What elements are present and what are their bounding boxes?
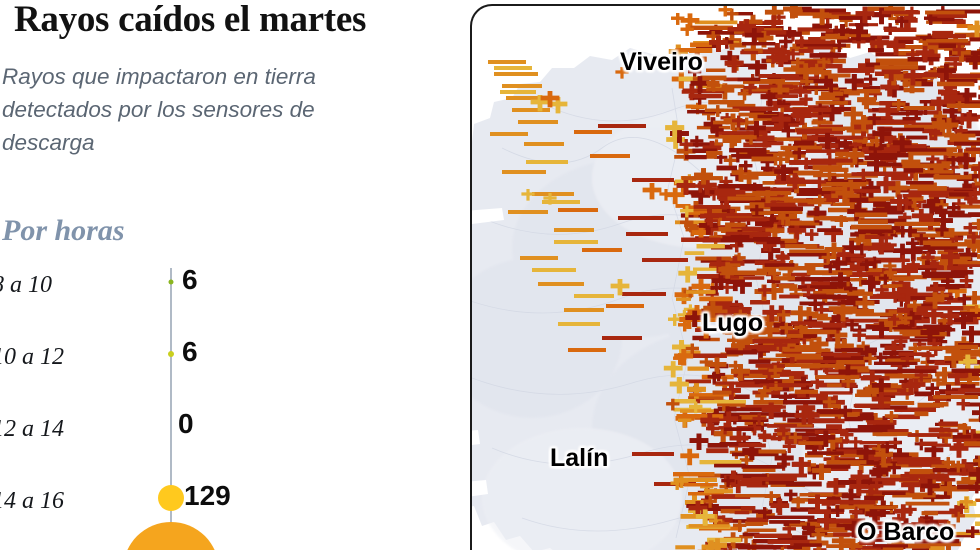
timeline-row xyxy=(0,522,470,550)
timeline-row: 10 a 12 6 xyxy=(0,322,470,392)
timeline-row: 12 a 14 0 xyxy=(0,394,470,464)
timeline-row-value: 6 xyxy=(182,264,198,296)
page-title: Rayos caídos el martes xyxy=(14,0,366,41)
timeline-row: 14 a 16 129 xyxy=(0,466,470,536)
hourly-timeline-chart: 8 a 10 6 10 a 12 6 12 a 14 0 14 a 16 129 xyxy=(0,250,470,550)
timeline-bubble xyxy=(158,485,184,511)
timeline-row-value: 6 xyxy=(182,336,198,368)
timeline-bubble xyxy=(168,279,174,285)
timeline-row-value: 129 xyxy=(184,480,231,512)
timeline-row-label: 14 a 16 xyxy=(0,488,152,515)
timeline-row-label: 12 a 14 xyxy=(0,416,152,443)
timeline-axis xyxy=(170,268,172,550)
map-panel: Viveiro Lugo Lalín O Barco xyxy=(470,4,980,550)
page-subtitle: Rayos que impactaron en tierra detectado… xyxy=(2,60,352,159)
section-heading-por-horas: Por horas xyxy=(2,214,125,248)
lightning-strike-marks xyxy=(488,6,980,550)
timeline-row-label: 10 a 12 xyxy=(0,344,152,371)
timeline-row-value: 0 xyxy=(178,408,194,440)
timeline-bubble xyxy=(168,351,174,357)
map-canvas xyxy=(472,6,980,550)
timeline-row-label: 8 a 10 xyxy=(0,272,152,299)
timeline-row: 8 a 10 6 xyxy=(0,250,470,320)
